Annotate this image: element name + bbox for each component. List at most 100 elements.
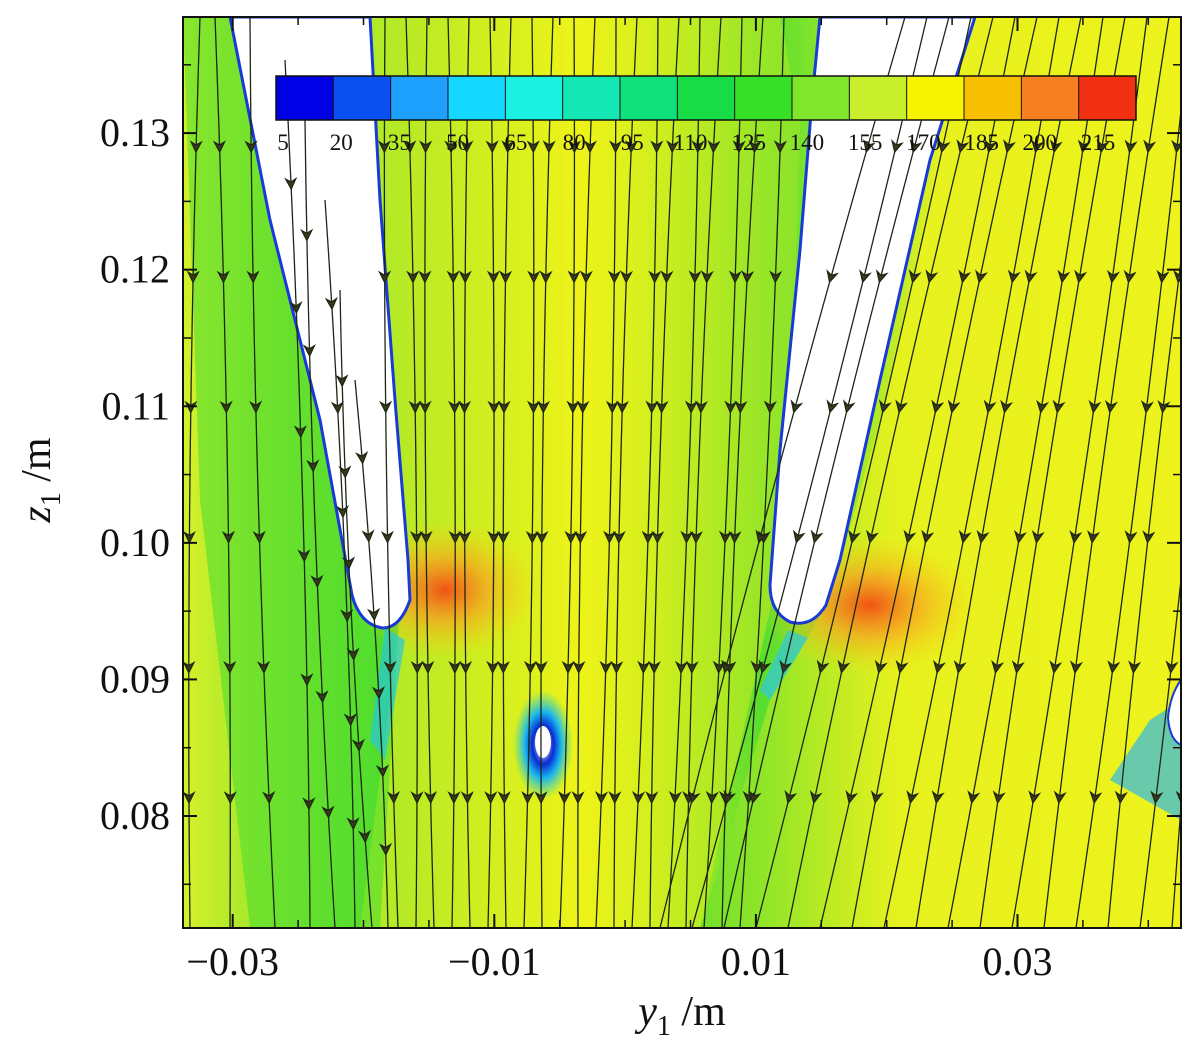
flow-arrow <box>903 529 917 544</box>
colorbar-label: 50 <box>446 130 469 155</box>
flow-arrow <box>567 270 581 284</box>
flow-arrow <box>1194 402 1200 413</box>
colorbar-swatch <box>276 76 334 120</box>
flow-arrow <box>566 400 580 414</box>
flow-arrow <box>324 296 338 311</box>
flow-arrow <box>1000 399 1014 414</box>
flow-arrow <box>637 660 651 675</box>
flow-arrow <box>367 607 381 622</box>
flow-arrow <box>457 400 472 414</box>
flow-arrow <box>525 530 539 545</box>
flow-arrow <box>572 660 586 675</box>
flow-arrow <box>958 529 972 544</box>
flow-arrow <box>895 399 909 414</box>
flow-arrow <box>302 344 316 358</box>
flow-arrow <box>534 791 548 805</box>
flow-arrow <box>810 529 824 544</box>
colorbar-swatch <box>562 76 621 120</box>
flow-arrow <box>1150 790 1164 805</box>
y-tick-label: 0.09 <box>100 656 170 701</box>
flow-arrow <box>410 791 424 805</box>
flow-arrow <box>712 660 726 675</box>
flow-arrow <box>1003 139 1016 154</box>
flow-arrow <box>497 791 511 805</box>
flow-arrow <box>246 270 260 284</box>
flow-arrow <box>688 270 702 284</box>
flow-arrow <box>487 400 501 414</box>
flow-arrow <box>906 789 920 805</box>
flow-arrow <box>284 177 298 191</box>
colorbar-swatch <box>505 76 564 120</box>
flow-arrow <box>740 270 755 284</box>
flow-arrow <box>687 789 701 805</box>
flow-arrow <box>1123 269 1137 284</box>
flow-arrow <box>660 270 674 284</box>
flow-arrow <box>631 790 646 805</box>
flow-arrow <box>361 529 375 544</box>
y-tick-label: 0.11 <box>101 383 170 428</box>
flow-arrow <box>321 805 335 820</box>
flow-arrow <box>863 138 876 154</box>
flow-arrow <box>748 789 762 805</box>
flow-arrow <box>612 530 626 545</box>
flow-arrow <box>212 140 226 154</box>
flow-arrow <box>300 673 314 687</box>
flow-arrow <box>406 270 420 284</box>
flow-arrow <box>1013 529 1027 544</box>
flow-arrow <box>937 139 951 154</box>
flow-arrow <box>1007 269 1021 284</box>
flow-arrow <box>357 829 372 844</box>
colorbar-label: 110 <box>674 130 708 155</box>
flow-arrow <box>223 791 237 805</box>
flow-arrow <box>734 400 748 414</box>
colorbar-swatch <box>448 76 506 120</box>
colorbar-swatch <box>964 76 1022 120</box>
flow-arrow <box>497 400 511 414</box>
flow-arrow <box>458 270 472 284</box>
colorbar-swatch <box>333 76 392 120</box>
flow-arrow <box>378 842 393 857</box>
flow-arrow <box>1107 660 1121 675</box>
flow-arrow <box>558 790 572 805</box>
flow-arrow <box>1143 139 1157 154</box>
flow-arrow <box>609 140 623 154</box>
flow-arrow <box>790 399 804 414</box>
flow-arrow <box>875 269 889 284</box>
flow-arrow <box>583 140 597 154</box>
flow-arrow <box>1106 269 1120 284</box>
x-axis-title: y1 /m <box>634 989 726 1042</box>
x-tick-label: 0.03 <box>983 939 1053 984</box>
flow-arrow <box>932 659 946 675</box>
flow-arrow <box>252 530 266 545</box>
colorbar-label: 215 <box>1081 130 1116 155</box>
flow-arrow <box>447 400 462 414</box>
flow-arrow <box>338 465 352 479</box>
flow-arrow <box>249 400 263 414</box>
flow-arrow <box>1128 660 1142 675</box>
flow-arrow <box>526 140 540 154</box>
streamlines <box>183 17 1200 928</box>
flow-arrow <box>674 660 689 675</box>
contour-field <box>183 17 1200 928</box>
flow-arrow <box>755 529 769 544</box>
flow-arrow <box>728 270 742 284</box>
flow-arrow <box>845 789 859 805</box>
flow-arrow <box>809 789 823 805</box>
colorbar-swatch <box>390 76 449 120</box>
flow-arrow <box>895 659 909 675</box>
flow-arrow <box>1011 660 1025 675</box>
plot-frame <box>182 16 1182 929</box>
flow-arrow <box>1157 399 1171 414</box>
flow-arrow <box>421 660 435 675</box>
flow-arrow <box>526 400 541 414</box>
flow-arrow <box>1074 269 1088 284</box>
flow-arrow <box>256 660 271 675</box>
colorbar-label: 200 <box>1023 130 1058 155</box>
flow-arrow <box>410 660 424 675</box>
colorbar-label: 5 <box>277 130 289 155</box>
flow-arrow <box>377 140 391 154</box>
flow-arrow <box>953 659 967 675</box>
flow-arrow <box>561 660 575 675</box>
left-blade <box>228 17 412 630</box>
flow-arrow <box>684 400 698 414</box>
